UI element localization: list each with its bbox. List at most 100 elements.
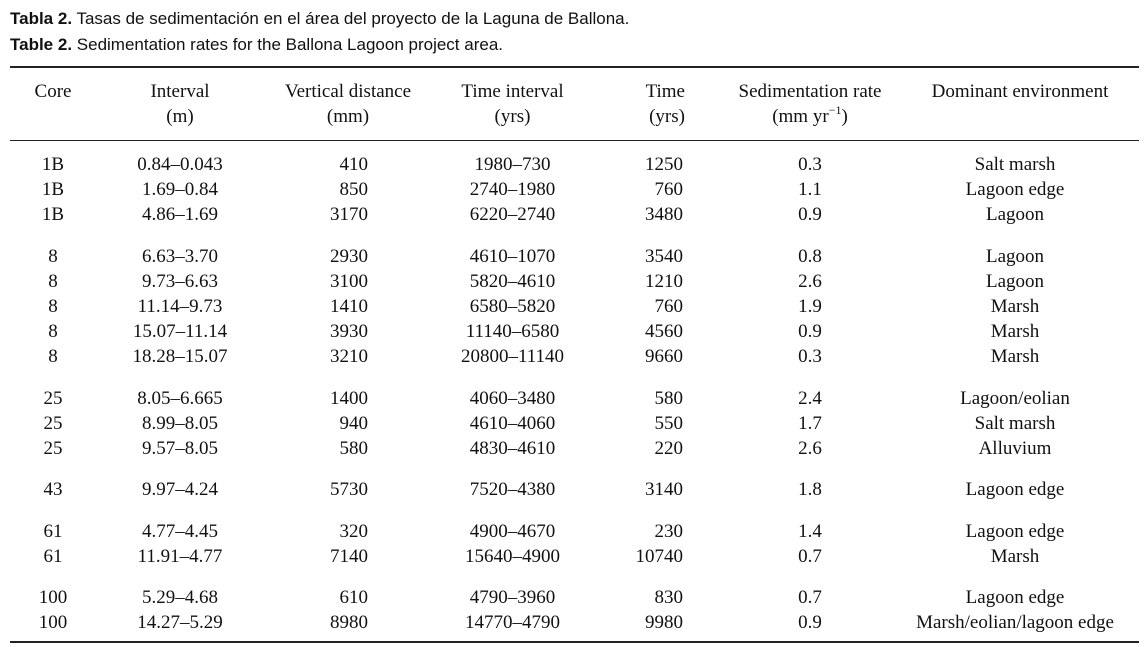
cell-time: 3540: [645, 246, 683, 267]
cell-time: 550: [654, 413, 684, 434]
header-time-unit: (yrs): [649, 106, 685, 127]
cell-vertical-distance: 850: [339, 179, 369, 200]
cell-vertical-distance: 610: [339, 587, 369, 608]
cell-vertical-distance: 3930: [330, 321, 368, 342]
cell-time: 220: [654, 438, 684, 459]
cell-sedimentation-rate: 1.1: [798, 179, 822, 200]
cell-sedimentation-rate: 2.6: [798, 271, 822, 292]
cell-sedimentation-rate: 0.7: [798, 587, 822, 608]
cell-dominant-environment: Alluvium: [978, 438, 1052, 459]
sed-rate-unit-exponent: −1: [828, 102, 842, 117]
cell-vertical-distance: 5730: [330, 479, 368, 500]
cell-vertical-distance: 3100: [330, 271, 368, 292]
cell-interval: 1.69–0.84: [142, 179, 218, 200]
cell-interval: 0.84–0.043: [137, 154, 223, 175]
cell-interval: 18.28–15.07: [132, 346, 228, 367]
cell-sedimentation-rate: 1.4: [798, 521, 822, 542]
cell-core: 1B: [41, 154, 65, 175]
cell-time-interval: 14770–4790: [465, 612, 560, 633]
cell-dominant-environment: Marsh/eolian/lagoon edge: [916, 612, 1114, 633]
cell-dominant-environment: Lagoon edge: [965, 587, 1065, 608]
cell-time-interval: 4610–1070: [469, 246, 556, 267]
header-dominant-environment: Dominant environment: [931, 81, 1109, 102]
cell-interval: 4.86–1.69: [142, 204, 218, 225]
cell-interval: 9.73–6.63: [142, 271, 218, 292]
header-vertical-distance: Vertical distance: [284, 81, 412, 102]
cell-dominant-environment: Lagoon: [985, 204, 1045, 225]
caption-english-text: Sedimentation rates for the Ballona Lago…: [76, 35, 504, 54]
cell-sedimentation-rate: 0.3: [798, 154, 822, 175]
cell-core: 8: [48, 321, 58, 342]
cell-vertical-distance: 940: [339, 413, 369, 434]
cell-time-interval: 20800–11140: [460, 346, 565, 367]
sed-rate-unit-main: (mm yr: [772, 106, 829, 127]
cell-interval: 15.07–11.14: [132, 321, 228, 342]
cell-time-interval: 11140–6580: [465, 321, 560, 342]
cell-dominant-environment: Marsh: [990, 321, 1040, 342]
cell-core: 61: [43, 521, 63, 542]
cell-vertical-distance: 8980: [330, 612, 368, 633]
cell-time-interval: 4900–4670: [469, 521, 556, 542]
cell-time: 230: [654, 521, 684, 542]
cell-dominant-environment: Lagoon edge: [965, 479, 1065, 500]
sed-rate-unit-close: ): [841, 106, 848, 127]
cell-core: 25: [43, 388, 63, 409]
caption-spanish-text: Tasas de sedimentación en el área del pr…: [76, 9, 630, 28]
cell-vertical-distance: 3170: [330, 204, 368, 225]
cell-time: 1210: [645, 271, 683, 292]
header-time: Time: [645, 81, 685, 102]
cell-dominant-environment: Marsh: [990, 546, 1040, 567]
cell-interval: 8.99–8.05: [142, 413, 218, 434]
cell-time: 760: [654, 296, 684, 317]
header-sedimentation-rate-unit: (mm yr−1): [725, 102, 895, 128]
cell-core: 43: [43, 479, 63, 500]
cell-core: 100: [38, 612, 68, 633]
cell-sedimentation-rate: 1.7: [798, 413, 822, 434]
cell-vertical-distance: 320: [339, 521, 369, 542]
cell-interval: 14.27–5.29: [137, 612, 223, 633]
cell-time-interval: 4790–3960: [469, 587, 556, 608]
cell-dominant-environment: Lagoon edge: [965, 179, 1065, 200]
cell-sedimentation-rate: 0.9: [798, 321, 822, 342]
cell-interval: 8.05–6.665: [137, 388, 223, 409]
cell-interval: 9.57–8.05: [142, 438, 218, 459]
cell-time: 830: [654, 587, 684, 608]
header-time-interval: Time interval: [461, 81, 564, 102]
cell-sedimentation-rate: 0.3: [798, 346, 822, 367]
header-vertical-distance-unit: (mm): [326, 106, 370, 127]
cell-sedimentation-rate: 1.8: [798, 479, 822, 500]
cell-dominant-environment: Marsh: [990, 346, 1040, 367]
header-core: Core: [34, 81, 72, 102]
cell-core: 8: [48, 246, 58, 267]
cell-time-interval: 4830–4610: [469, 438, 556, 459]
cell-core: 100: [38, 587, 68, 608]
table-header-rule: [10, 140, 1139, 141]
cell-core: 8: [48, 296, 58, 317]
cell-dominant-environment: Lagoon/eolian: [960, 388, 1070, 409]
cell-dominant-environment: Lagoon edge: [965, 521, 1065, 542]
cell-time-interval: 6580–5820: [469, 296, 556, 317]
cell-core: 25: [43, 413, 63, 434]
cell-time-interval: 6220–2740: [469, 204, 556, 225]
cell-time-interval: 1980–730: [474, 154, 551, 175]
header-interval-unit: (m): [166, 106, 194, 127]
cell-sedimentation-rate: 2.6: [798, 438, 822, 459]
cell-dominant-environment: Lagoon: [985, 271, 1045, 292]
cell-dominant-environment: Salt marsh: [974, 154, 1056, 175]
cell-core: 25: [43, 438, 63, 459]
cell-vertical-distance: 1400: [330, 388, 368, 409]
cell-sedimentation-rate: 0.8: [798, 246, 822, 267]
table-bottom-rule: [10, 641, 1139, 643]
cell-sedimentation-rate: 0.9: [798, 204, 822, 225]
caption-english-label: Table 2.: [10, 35, 73, 54]
header-sedimentation-rate: Sedimentation rate: [738, 81, 882, 102]
cell-time-interval: 4610–4060: [469, 413, 556, 434]
cell-core: 8: [48, 271, 58, 292]
cell-time: 760: [654, 179, 684, 200]
cell-core: 1B: [41, 179, 65, 200]
cell-vertical-distance: 410: [339, 154, 369, 175]
cell-time-interval: 4060–3480: [469, 388, 556, 409]
cell-time: 10740: [635, 546, 684, 567]
cell-interval: 6.63–3.70: [142, 246, 218, 267]
cell-interval: 9.97–4.24: [142, 479, 218, 500]
